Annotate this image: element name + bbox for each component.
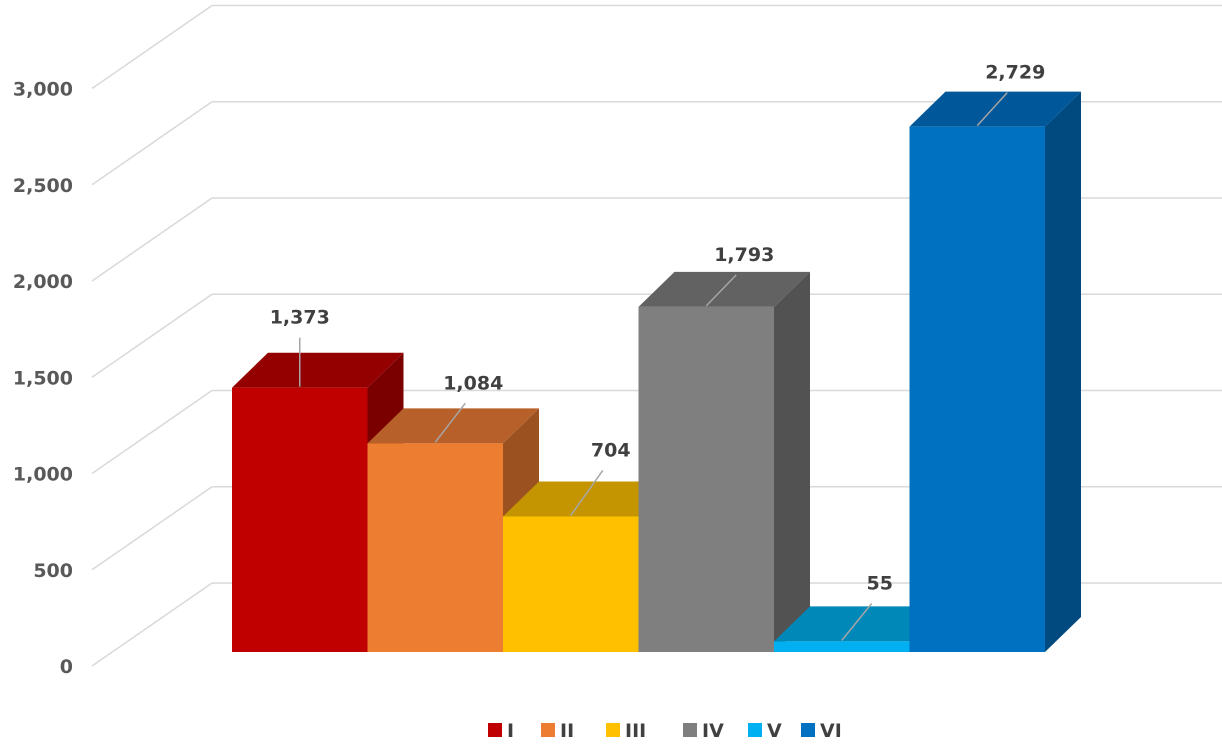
leader-line [570, 470, 604, 516]
leader-line [434, 402, 466, 443]
y-tick-label: 0 [60, 656, 73, 678]
gridline-depth [91, 389, 213, 475]
gridline-depth [91, 4, 213, 90]
legend: I II III IV V VI [488, 720, 842, 742]
y-tick-label: 1,000 [13, 464, 73, 486]
gridline-depth [91, 486, 213, 571]
legend-swatch [488, 723, 502, 737]
bar-VI [909, 91, 1081, 653]
bar-front [367, 443, 503, 652]
y-tick-label: 3,000 [13, 79, 73, 101]
legend-label: III [625, 720, 646, 742]
legend-swatch [606, 723, 620, 737]
legend-item-III: III [606, 720, 646, 742]
data-label-III: 704 [591, 439, 631, 461]
legend-item-I: I [488, 720, 514, 742]
y-axis-ticks: 0 500 1,000 1,500 2,000 2,500 3,000 [13, 79, 73, 679]
bar-top [367, 408, 539, 444]
y-tick-label: 500 [33, 560, 73, 582]
data-label-VI: 2,729 [985, 62, 1045, 84]
legend-label: VI [820, 720, 842, 742]
bar-top [503, 481, 675, 517]
legend-swatch [683, 723, 697, 737]
legend-item-II: II [541, 720, 574, 742]
bar-side [1045, 91, 1081, 653]
data-label-I: 1,373 [270, 307, 330, 329]
data-label-IV: 1,793 [714, 244, 774, 266]
bar-front [232, 387, 368, 652]
leader-line [705, 274, 737, 307]
legend-label: V [767, 720, 782, 742]
legend-item-VI: VI [801, 720, 842, 742]
legend-label: I [507, 720, 514, 742]
legend-label: II [560, 720, 574, 742]
leader-line [841, 602, 873, 641]
bar-IV [638, 271, 810, 652]
gridline-depth [91, 101, 213, 186]
data-label-V: 55 [867, 572, 893, 594]
bar-front [774, 641, 910, 652]
legend-item-IV: IV [683, 720, 724, 742]
bar-top [638, 271, 810, 307]
bars [232, 91, 1081, 653]
gridline-depth [91, 293, 213, 378]
data-label-II: 1,084 [443, 372, 503, 394]
legend-label: IV [702, 720, 724, 742]
y-tick-label: 2,500 [13, 175, 73, 197]
gridline-depth [91, 197, 213, 282]
y-tick-label: 1,500 [13, 367, 73, 389]
legend-swatch [801, 723, 815, 737]
bar-side [774, 271, 810, 652]
leader-line [976, 92, 1008, 127]
bar-front [503, 516, 639, 652]
legend-swatch [748, 723, 762, 737]
data-labels: 1,373 1,084 704 1,793 55 2,729 [270, 62, 1045, 641]
gridline-depth [91, 582, 213, 667]
bar-front [638, 306, 774, 652]
bar-front [909, 126, 1045, 653]
bar-top [909, 91, 1081, 127]
y-tick-label: 2,000 [13, 271, 73, 293]
bar-top [232, 352, 404, 388]
legend-swatch [541, 723, 555, 737]
bar-top [774, 606, 946, 642]
legend-item-V: V [748, 720, 782, 742]
